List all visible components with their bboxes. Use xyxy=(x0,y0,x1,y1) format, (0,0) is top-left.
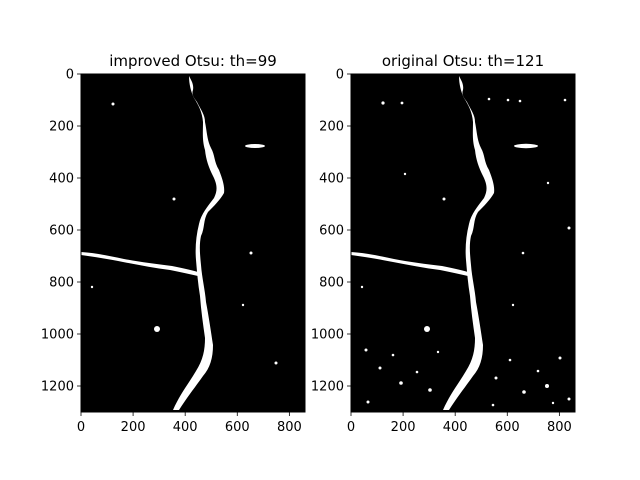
right-panel-x-tick-label: 800 xyxy=(547,420,572,435)
left-panel-x-tick-label: 0 xyxy=(77,420,85,435)
right-panel-frame xyxy=(350,73,576,413)
right-panel-title: original Otsu: th=121 xyxy=(382,52,544,70)
left-panel-y-tick-label: 600 xyxy=(49,224,74,239)
right-panel-x-tick-label: 400 xyxy=(443,420,468,435)
left-panel-x-tick-label: 600 xyxy=(225,420,250,435)
right-panel: original Otsu: th=121 xyxy=(311,52,576,435)
right-panel-y-axis: 0 200 400 600 800 1000 1200 xyxy=(311,68,351,395)
right-panel-y-tick-label: 1000 xyxy=(311,328,344,343)
left-panel-x-tick-label: 200 xyxy=(121,420,146,435)
right-panel-x-tick-label: 600 xyxy=(495,420,520,435)
right-panel-y-tick-label: 200 xyxy=(319,120,344,135)
left-panel-x-tick-label: 400 xyxy=(173,420,198,435)
left-panel-title: improved Otsu: th=99 xyxy=(109,52,277,70)
left-panel-y-tick-label: 1200 xyxy=(41,380,74,395)
right-panel-crack-mask xyxy=(351,76,571,410)
left-panel-y-tick-label: 400 xyxy=(49,172,74,187)
right-panel-x-tick-label: 0 xyxy=(347,420,355,435)
right-panel-x-axis: 0 200 400 600 800 xyxy=(347,412,572,435)
left-panel-x-tick-label: 800 xyxy=(277,420,302,435)
left-panel-y-tick-label: 1000 xyxy=(41,328,74,343)
right-panel-y-tick-label: 400 xyxy=(319,172,344,187)
left-panel: improved Otsu: th=99 0 200 400 600 800 0 200 4… xyxy=(41,52,306,435)
right-panel-image xyxy=(351,74,575,412)
left-panel-y-tick-label: 0 xyxy=(66,68,74,83)
right-panel-y-tick-label: 600 xyxy=(319,224,344,239)
right-panel-x-tick-label: 200 xyxy=(391,420,416,435)
right-panel-y-tick-label: 800 xyxy=(319,276,344,291)
left-panel-image xyxy=(81,74,305,412)
left-panel-y-axis: 0 200 400 600 800 1000 1200 xyxy=(41,68,81,395)
right-panel-y-tick-label: 0 xyxy=(336,68,344,83)
left-panel-y-tick-label: 800 xyxy=(49,276,74,291)
left-panel-crack-mask xyxy=(81,76,278,410)
left-panel-x-axis: 0 200 400 600 800 xyxy=(77,412,302,435)
left-panel-y-tick-label: 200 xyxy=(49,120,74,135)
right-panel-y-tick-label: 1200 xyxy=(311,380,344,395)
left-panel-frame xyxy=(80,73,306,413)
